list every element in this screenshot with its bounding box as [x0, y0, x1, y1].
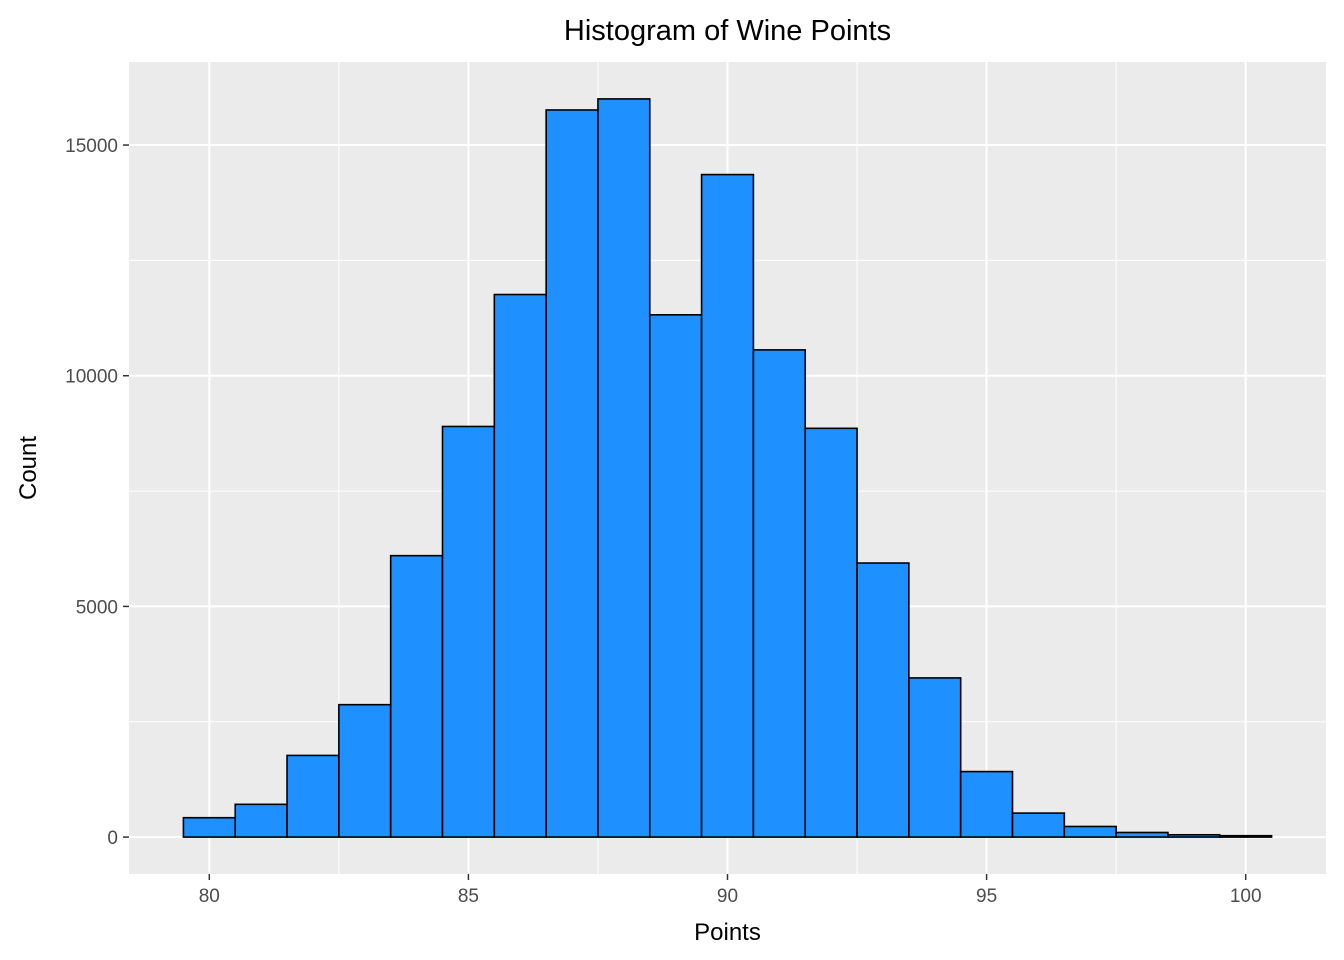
- chart-title: Histogram of Wine Points: [564, 15, 891, 47]
- histogram-bar: [597, 98, 651, 838]
- histogram-bar: [700, 173, 755, 838]
- histogram-bar: [1167, 833, 1221, 838]
- x-axis-ticks: 80 85 90 95 100: [199, 874, 1262, 907]
- x-axis-title: Points: [694, 919, 761, 946]
- histogram-bar: [1218, 834, 1273, 838]
- histogram-bar: [389, 554, 444, 838]
- histogram-bar: [1115, 831, 1169, 838]
- histogram-bar: [856, 562, 910, 838]
- x-tick-label: 100: [1230, 886, 1262, 907]
- y-axis-ticks: 0 5000 10000 15000: [65, 136, 129, 849]
- histogram-bar: [1011, 812, 1066, 838]
- histogram-bar: [648, 314, 703, 838]
- y-tick-label: 0: [107, 828, 118, 849]
- histogram-bar: [1063, 825, 1117, 838]
- histogram-bars: [182, 98, 1273, 838]
- histogram-bar: [182, 816, 237, 838]
- y-tick-label: 10000: [65, 367, 118, 388]
- x-tick-label: 80: [199, 886, 220, 907]
- x-tick-label: 85: [458, 886, 479, 907]
- histogram-bar: [804, 427, 858, 838]
- y-tick-label: 15000: [65, 136, 118, 157]
- x-tick-label: 95: [976, 886, 997, 907]
- y-tick-label: 5000: [76, 597, 118, 618]
- histogram-bar: [441, 425, 496, 838]
- histogram-bar: [959, 770, 1014, 838]
- histogram-bar: [908, 677, 962, 838]
- histogram-bar: [545, 109, 599, 838]
- y-axis-title: Count: [15, 436, 42, 500]
- histogram-bar: [338, 703, 392, 838]
- histogram-bar: [493, 293, 547, 838]
- x-tick-label: 90: [717, 886, 738, 907]
- histogram-bar: [234, 803, 288, 838]
- histogram-bar: [286, 754, 340, 838]
- histogram-bar: [752, 349, 807, 838]
